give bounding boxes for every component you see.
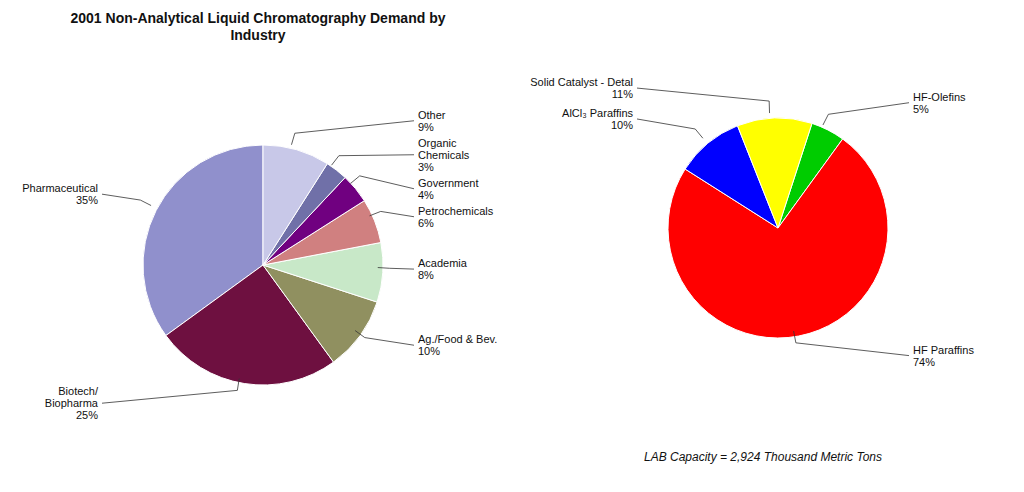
- svg-text:OrganicChemicals3%: OrganicChemicals3%: [418, 137, 470, 173]
- html-text:LAB Capacity = 2,924 Thousand: LAB Capacity = 2,924 Thousand Metric Ton…: [644, 450, 882, 464]
- svg-text:HF-Olefins5%: HF-Olefins5%: [913, 91, 966, 115]
- svg-text:Solid Catalyst - Detal11%: Solid Catalyst - Detal11%: [530, 76, 633, 100]
- html-text:Industry: Industry: [230, 27, 286, 43]
- svg-text:Ag./Food & Bev.10%: Ag./Food & Bev.10%: [418, 333, 497, 357]
- html-text:2001 Non-Analytical Liquid Chr: 2001 Non-Analytical Liquid Chromatograph…: [70, 10, 446, 26]
- svg-text:Petrochemicals6%: Petrochemicals6%: [418, 205, 494, 229]
- svg-text:Other9%: Other9%: [418, 109, 446, 133]
- svg-text:Biotech/Biopharma25%: Biotech/Biopharma25%: [45, 385, 99, 421]
- svg-text:Government4%: Government4%: [418, 177, 479, 201]
- svg-text:Academia8%: Academia8%: [418, 257, 468, 281]
- svg-text:AlCl₃ Paraffins10%: AlCl₃ Paraffins10%: [562, 107, 633, 131]
- svg-text:Pharmaceutical35%: Pharmaceutical35%: [22, 182, 98, 206]
- svg-text:HF Paraffins74%: HF Paraffins74%: [913, 344, 974, 368]
